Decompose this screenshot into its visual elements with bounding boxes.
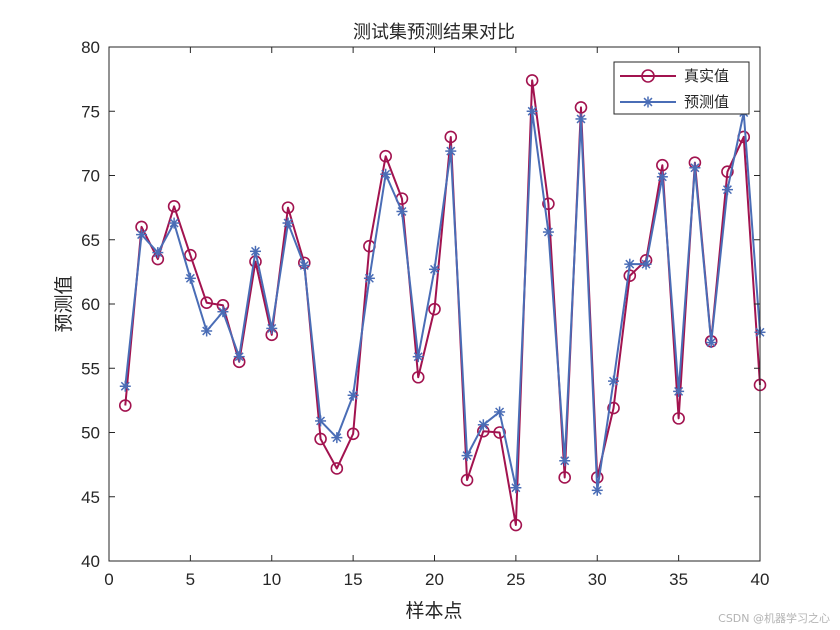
data-point-true: [118, 399, 132, 412]
data-point-pred: [445, 145, 457, 157]
data-point-pred: [119, 380, 131, 392]
data-point-true: [330, 462, 344, 475]
data-point-pred: [542, 226, 554, 238]
y-tick-label: 50: [81, 424, 100, 443]
y-tick-label: 65: [81, 231, 100, 250]
x-tick-label: 40: [751, 570, 770, 589]
x-tick-label: 10: [262, 570, 281, 589]
data-point-true: [607, 401, 620, 415]
data-point-true: [558, 471, 572, 484]
data-point-true: [574, 101, 588, 114]
data-point-pred: [559, 455, 571, 467]
x-tick-label: 20: [425, 570, 444, 589]
legend-label-pred: 预测值: [684, 93, 729, 111]
data-point-true: [721, 165, 734, 178]
data-point-true: [672, 412, 685, 425]
data-point-pred: [396, 205, 408, 217]
data-point-pred: [347, 389, 359, 401]
data-point-pred: [689, 162, 701, 174]
data-point-true: [525, 74, 539, 87]
y-tick-label: 80: [81, 38, 100, 57]
data-point-pred: [575, 113, 587, 125]
y-tick-label: 45: [81, 488, 100, 507]
data-point-true: [542, 197, 555, 211]
chart-title: 测试集预测结果对比: [353, 22, 515, 43]
legend-marker-pred: [642, 96, 654, 108]
legend-label-true: 真实值: [684, 67, 729, 85]
data-point-pred: [168, 217, 180, 229]
data-point-pred: [282, 217, 294, 229]
x-tick-label: 15: [344, 570, 363, 589]
data-point-true: [493, 426, 506, 439]
data-point-pred: [591, 484, 603, 496]
data-point-true: [656, 158, 669, 172]
data-point-pred: [233, 351, 245, 363]
x-tick-label: 35: [669, 570, 688, 589]
data-point-true: [428, 302, 441, 316]
legend-box: [613, 61, 750, 115]
data-point-pred: [624, 258, 636, 270]
data-point-true: [167, 200, 181, 213]
data-point-pred: [640, 258, 652, 270]
y-axis-label: 预测值: [53, 275, 75, 332]
data-point-pred: [477, 419, 489, 431]
x-tick-label: 0: [104, 570, 113, 589]
data-point-pred: [217, 306, 229, 318]
data-point-true: [411, 370, 425, 384]
y-tick-label: 40: [81, 552, 100, 571]
data-point-pred: [656, 171, 668, 183]
data-point-pred: [331, 432, 343, 444]
data-point-pred: [136, 229, 148, 241]
data-point-pred: [152, 247, 164, 259]
data-point-pred: [510, 482, 522, 494]
y-tick-label: 60: [81, 295, 100, 314]
axes-layer: 0 5 10 15 20 25 30 35 40 40 45 50 55 60 65 70 75 80: [81, 38, 769, 589]
series-layer: [118, 74, 767, 532]
x-tick-label: 30: [588, 570, 607, 589]
data-point-pred: [380, 168, 392, 180]
data-point-pred: [315, 415, 327, 427]
series-line-1: [124, 110, 761, 492]
data-point-pred: [184, 272, 196, 284]
data-point-pred: [494, 406, 506, 418]
legend-asterisk: [642, 96, 654, 108]
legend: 真实值 预测值: [613, 61, 750, 115]
data-point-true: [444, 130, 458, 144]
y-tick-label: 70: [81, 167, 100, 186]
data-point-true: [200, 296, 213, 310]
data-point-true: [460, 473, 474, 487]
data-point-pred: [673, 385, 685, 397]
data-point-pred: [705, 337, 717, 349]
data-point-true: [346, 427, 360, 441]
legend-marker-true: [641, 69, 655, 83]
data-point-true: [379, 149, 392, 163]
data-point-pred: [429, 263, 440, 275]
data-point-pred: [461, 450, 473, 462]
data-point-pred: [412, 351, 424, 363]
data-point-pred: [249, 245, 261, 257]
x-axis-label: 样本点: [405, 600, 462, 622]
data-point-pred: [721, 184, 733, 196]
watermark: CSDN @机器学习之心: [718, 612, 830, 625]
data-point-pred: [526, 105, 538, 117]
data-point-true: [184, 248, 197, 262]
data-point-pred: [201, 325, 213, 337]
y-tick-label: 75: [81, 102, 100, 121]
data-point-pred: [608, 375, 620, 387]
data-point-true: [281, 201, 295, 214]
data-point-pred: [363, 272, 375, 284]
data-point-pred: [266, 322, 278, 334]
data-point-true: [509, 518, 523, 532]
y-tick-label: 55: [81, 359, 100, 378]
x-tick-label: 5: [186, 570, 195, 589]
data-point-pred: [298, 259, 310, 271]
data-point-true: [314, 432, 327, 446]
x-tick-label: 25: [506, 570, 525, 589]
